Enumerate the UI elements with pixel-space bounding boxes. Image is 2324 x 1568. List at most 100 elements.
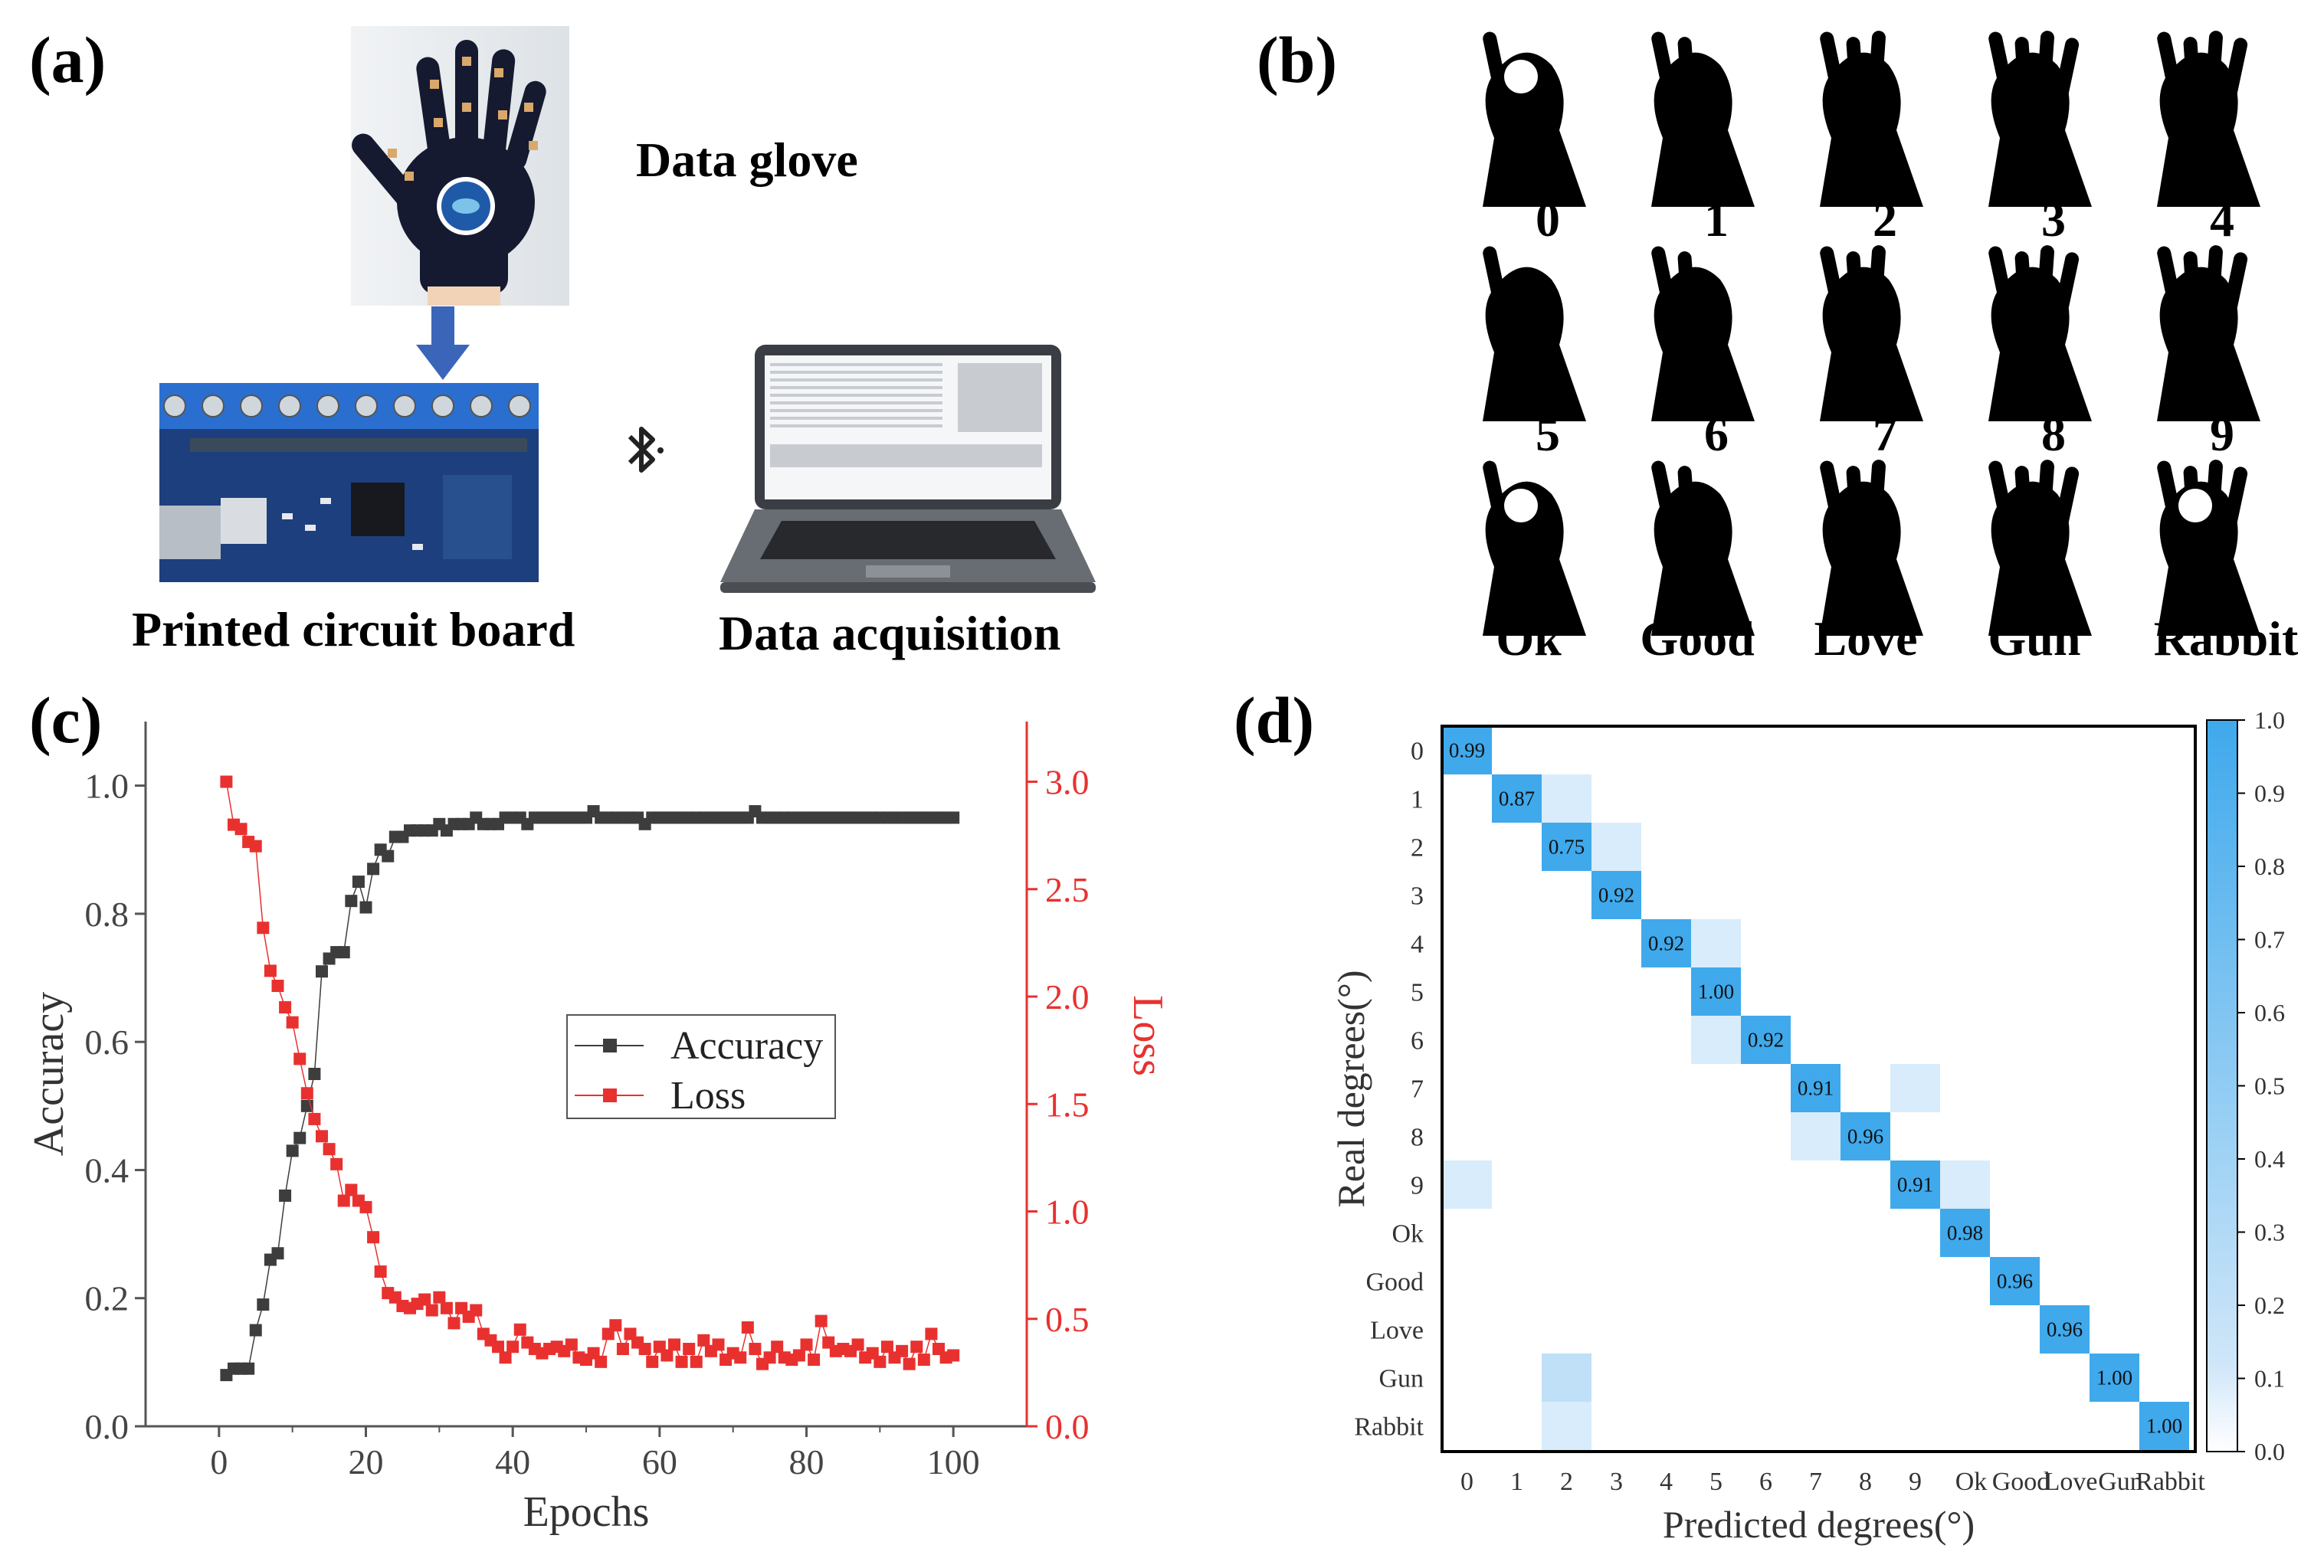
y2-tick-label: 0.0	[1045, 1407, 1090, 1446]
point-loss	[374, 1265, 387, 1278]
row-label: Rabbit	[1354, 1413, 1424, 1442]
point-accuracy	[359, 901, 372, 914]
x-tick-label: 20	[349, 1442, 384, 1481]
point-loss	[910, 1340, 923, 1354]
matrix-cell	[1691, 919, 1741, 967]
cell-value: 0.87	[1499, 787, 1535, 810]
gesture-label: 0	[1536, 192, 1560, 247]
col-label: Rabbit	[2136, 1468, 2205, 1496]
point-loss	[880, 1340, 893, 1354]
matrix-cell	[1492, 774, 1542, 823]
point-loss	[359, 1200, 372, 1213]
point-loss	[616, 1343, 629, 1356]
point-loss	[499, 1351, 512, 1364]
matrix-cell	[1841, 1112, 1890, 1160]
point-accuracy	[249, 1324, 262, 1337]
row-label: 6	[1411, 1027, 1424, 1056]
point-loss	[330, 1157, 343, 1170]
matrix-cell	[1791, 1112, 1841, 1160]
cell-value: 0.91	[1897, 1174, 1933, 1196]
gesture-icon-ok	[1483, 460, 1586, 636]
matrix-cell	[1542, 774, 1591, 823]
gesture-label: Rabbit	[2154, 611, 2299, 666]
point-loss	[947, 1349, 960, 1362]
col-label: 2	[1560, 1468, 1573, 1496]
point-loss	[800, 1338, 813, 1351]
colorbar-tick-label: 0.9	[2254, 780, 2285, 807]
y2-tick-label: 1.5	[1045, 1085, 1090, 1124]
point-loss	[492, 1340, 504, 1354]
point-accuracy	[257, 1298, 270, 1311]
point-loss	[815, 1314, 828, 1327]
matrix-cell	[2139, 1402, 2189, 1450]
glove-photo	[351, 26, 569, 306]
col-label: 1	[1510, 1468, 1523, 1496]
point-loss	[425, 1304, 438, 1317]
matrix-cell	[1890, 1064, 1940, 1112]
matrix-cell	[1990, 1257, 2040, 1305]
y2-axis-label: Loss	[1124, 995, 1172, 1076]
y-tick-label: 0.6	[85, 1023, 129, 1062]
cell-value: 0.92	[1748, 1029, 1784, 1052]
point-loss	[763, 1351, 776, 1364]
gesture-label: 1	[1704, 192, 1729, 247]
cell-value: 0.99	[1449, 739, 1485, 762]
row-label: Good	[1365, 1268, 1424, 1297]
point-loss	[323, 1143, 336, 1156]
panel-b-label: (b)	[1257, 23, 1338, 97]
point-loss	[808, 1354, 821, 1367]
panel-a-label: (a)	[29, 23, 107, 97]
colorbar-tick-label: 0.2	[2254, 1291, 2285, 1319]
arrow-down-icon	[412, 306, 474, 383]
gesture-label: 6	[1704, 407, 1729, 461]
row-label: Gun	[1378, 1365, 1424, 1393]
panel-c-label: (c)	[29, 683, 103, 757]
cell-value: 0.92	[1648, 932, 1684, 955]
matrix-cell	[1542, 823, 1591, 871]
col-label: 3	[1610, 1468, 1623, 1496]
gesture-label: 2	[1873, 192, 1897, 247]
y2-tick-label: 1.0	[1045, 1193, 1090, 1232]
y-tick-label: 0.4	[85, 1151, 129, 1190]
point-loss	[565, 1338, 578, 1351]
col-label: 8	[1859, 1468, 1872, 1496]
x-tick-label: 40	[495, 1442, 530, 1481]
col-label: 0	[1460, 1468, 1473, 1496]
col-label: Good	[1992, 1468, 2050, 1496]
row-label: 1	[1411, 786, 1424, 814]
point-loss	[638, 1343, 651, 1356]
point-loss	[668, 1338, 680, 1351]
gesture-icon-gun	[1988, 460, 2092, 636]
matrix-cell	[1741, 1016, 1791, 1064]
y2-tick-label: 2.5	[1045, 870, 1090, 909]
point-accuracy	[271, 1247, 284, 1260]
point-loss	[293, 1052, 306, 1066]
matrix-cell	[1442, 726, 1492, 774]
x-tick-label: 100	[927, 1442, 980, 1481]
y-tick-label: 0.8	[85, 895, 129, 934]
point-loss	[257, 921, 270, 935]
row-label: 2	[1411, 834, 1424, 863]
point-loss	[734, 1351, 747, 1364]
point-accuracy	[352, 876, 365, 889]
point-loss	[308, 1112, 321, 1125]
row-label: 8	[1411, 1124, 1424, 1152]
colorbar-tick-label: 0.0	[2254, 1438, 2285, 1465]
col-label: 7	[1809, 1468, 1822, 1496]
point-loss	[367, 1231, 380, 1244]
point-accuracy	[286, 1144, 299, 1157]
point-loss	[712, 1338, 725, 1351]
row-label: Ok	[1391, 1220, 1424, 1249]
x-tick-label: 60	[642, 1442, 677, 1481]
point-accuracy	[308, 1068, 321, 1080]
laptop-photo	[713, 337, 1103, 597]
gesture-label: 3	[2041, 192, 2066, 247]
colorbar-tick-label: 0.6	[2254, 999, 2285, 1026]
row-label: 0	[1411, 738, 1424, 766]
gesture-icon-7	[1820, 245, 1923, 421]
col-label: Love	[2044, 1468, 2098, 1496]
point-loss	[220, 775, 233, 788]
matrix-cell	[1940, 1160, 1990, 1209]
cell-value: 1.00	[2146, 1415, 2182, 1438]
col-label: 4	[1660, 1468, 1673, 1496]
